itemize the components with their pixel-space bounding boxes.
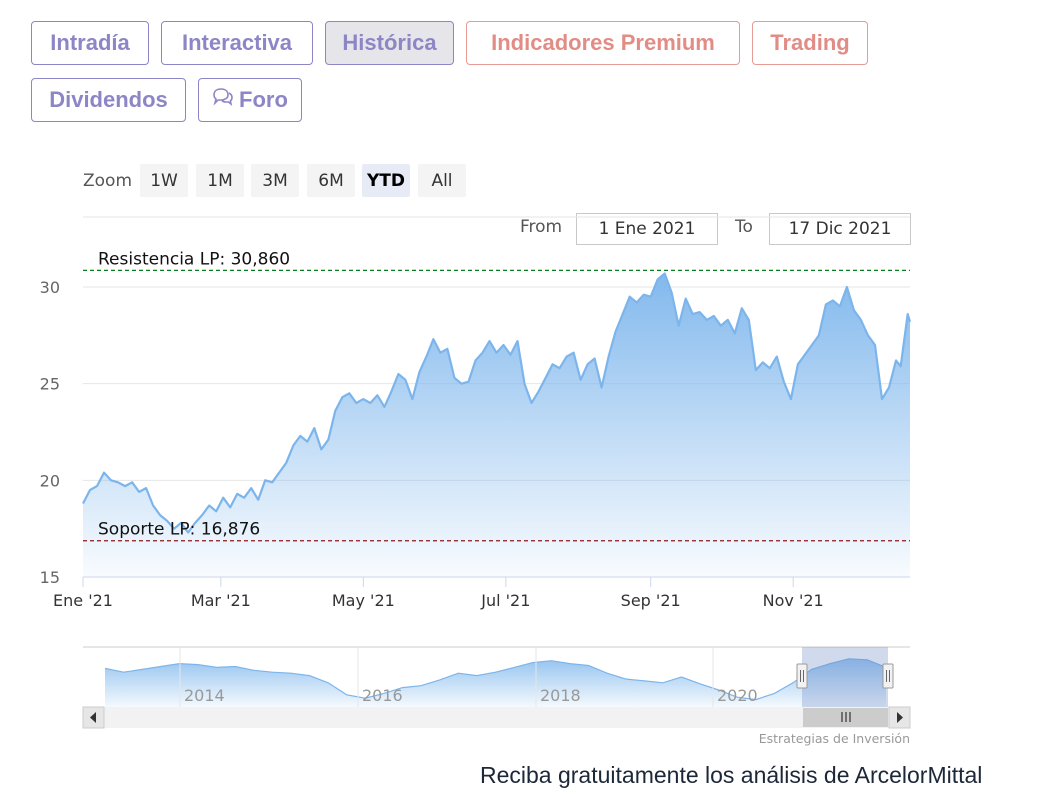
- y-tick-label: 30: [40, 278, 60, 297]
- tab-trading[interactable]: Trading: [752, 21, 868, 65]
- zoom-button-6m[interactable]: 6M: [307, 164, 355, 197]
- resistance-label: Resistencia LP: 30,860: [98, 249, 290, 269]
- arrow-right-icon: [897, 712, 903, 723]
- y-tick-label: 20: [40, 471, 60, 490]
- navigator-right-handle[interactable]: [882, 663, 894, 689]
- tab-label: Histórica: [342, 30, 437, 55]
- from-date-input[interactable]: 1 Ene 2021: [576, 213, 718, 245]
- tab-indicadores-premium[interactable]: Indicadores Premium: [466, 21, 740, 65]
- support-label: Soporte LP: 16,876: [98, 520, 260, 540]
- x-tick-label: Sep '21: [621, 591, 681, 610]
- price-area: [83, 273, 910, 577]
- tab-label: Dividendos: [49, 87, 168, 112]
- tab-label: Trading: [770, 30, 850, 55]
- x-tick-label: Nov '21: [763, 591, 824, 610]
- navigator-year-label: 2018: [540, 686, 581, 705]
- scroll-left-button[interactable]: [82, 706, 105, 729]
- scroll-right-button[interactable]: [888, 706, 911, 729]
- navigator-area: [105, 658, 886, 707]
- zoom-button-3m[interactable]: 3M: [251, 164, 299, 197]
- navigator-year-label: 2016: [362, 686, 403, 705]
- tab-intrad-a[interactable]: Intradía: [31, 21, 149, 65]
- scrollbar-track: [83, 707, 910, 728]
- tab-dividendos[interactable]: Dividendos: [31, 78, 186, 122]
- scrollbar-thumb[interactable]: [803, 708, 888, 727]
- tab-foro[interactable]: Foro: [198, 78, 302, 122]
- tab-label: Foro: [239, 87, 288, 112]
- from-label: From: [520, 217, 563, 237]
- navigator-line: [104, 658, 887, 701]
- tab-interactiva[interactable]: Interactiva: [161, 21, 313, 65]
- zoom-button-all[interactable]: All: [418, 164, 466, 197]
- tab-label: Intradía: [50, 30, 130, 55]
- tab-hist-rica[interactable]: Histórica: [325, 21, 454, 65]
- to-date-input[interactable]: 17 Dic 2021: [769, 213, 911, 245]
- to-label: To: [735, 217, 753, 237]
- x-tick-label: Jul '21: [480, 591, 530, 610]
- navigator-year-label: 2020: [717, 686, 758, 705]
- arrow-left-icon: [90, 712, 96, 723]
- y-tick-label: 25: [40, 375, 60, 394]
- speech-bubbles-icon: [212, 86, 234, 114]
- x-tick-label: Mar '21: [191, 591, 251, 610]
- navigator-year-label: 2014: [184, 686, 225, 705]
- zoom-button-ytd[interactable]: YTD: [362, 164, 410, 197]
- y-tick-label: 15: [40, 568, 60, 587]
- x-tick-label: May '21: [332, 591, 395, 610]
- price-line: [82, 272, 912, 534]
- tab-label: Indicadores Premium: [491, 30, 715, 55]
- zoom-button-1m[interactable]: 1M: [196, 164, 244, 197]
- zoom-label: Zoom: [83, 171, 133, 191]
- zoom-button-1w[interactable]: 1W: [140, 164, 188, 197]
- promo-text[interactable]: Reciba gratuitamente los análisis de Arc…: [480, 762, 983, 788]
- navigator-selection: [802, 647, 888, 707]
- chart-credit: Estrategias de Inversión: [759, 731, 910, 746]
- navigator-left-handle[interactable]: [796, 663, 808, 689]
- x-tick-label: Ene '21: [53, 591, 113, 610]
- tab-label: Interactiva: [181, 30, 293, 55]
